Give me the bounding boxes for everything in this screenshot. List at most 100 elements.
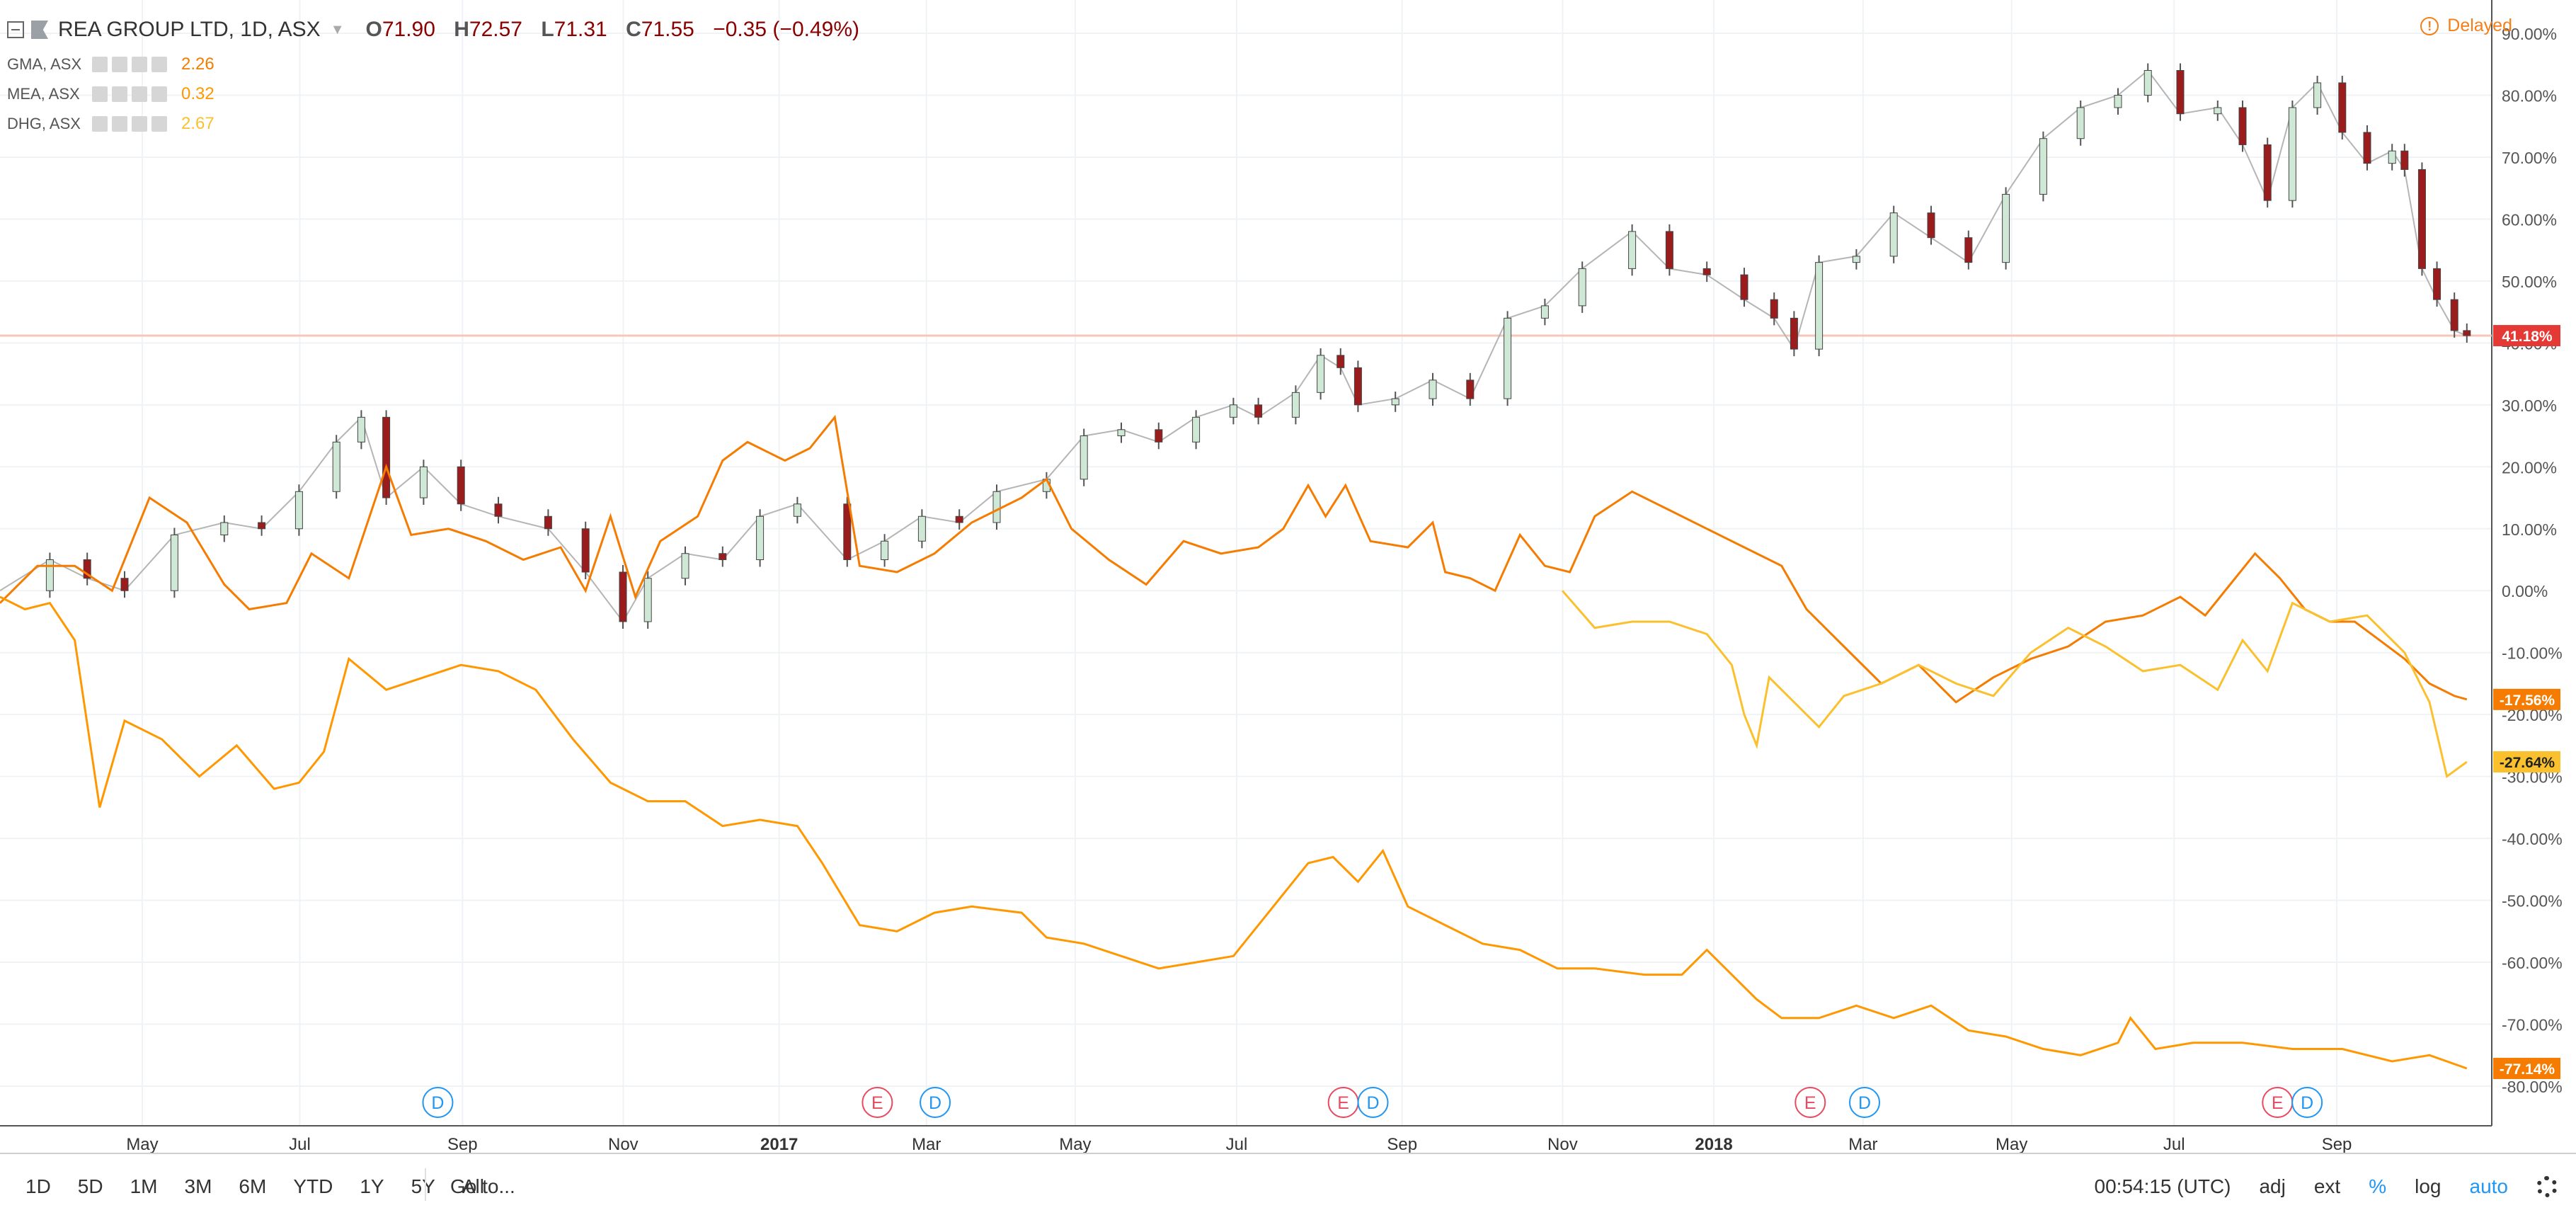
- candle-body[interactable]: [581, 528, 590, 573]
- candle-body[interactable]: [1889, 212, 1898, 257]
- comparison-name[interactable]: MEA, ASX: [7, 85, 80, 103]
- candle-body[interactable]: [619, 571, 627, 622]
- candle-body[interactable]: [1578, 268, 1586, 307]
- candle-body[interactable]: [357, 416, 365, 443]
- candle-body[interactable]: [1815, 262, 1824, 350]
- candle-body[interactable]: [1291, 392, 1300, 418]
- goto-button[interactable]: Go to...: [450, 1175, 515, 1197]
- settings-icon[interactable]: [112, 116, 127, 132]
- plus-icon[interactable]: [132, 116, 147, 132]
- candle-body[interactable]: [1155, 429, 1163, 443]
- candle-body[interactable]: [756, 515, 765, 560]
- period-1m-button[interactable]: 1M: [130, 1175, 158, 1197]
- candle-body[interactable]: [170, 535, 178, 591]
- candle-body[interactable]: [681, 553, 689, 579]
- series-line-mea[interactable]: [0, 595, 2468, 1070]
- candle-body[interactable]: [643, 578, 652, 622]
- visibility-icon[interactable]: [92, 116, 108, 132]
- dividend-event-marker[interactable]: [1357, 1087, 1389, 1118]
- candle-body[interactable]: [1540, 305, 1549, 319]
- dividend-event-marker[interactable]: [920, 1087, 951, 1118]
- candle-body[interactable]: [544, 515, 552, 530]
- price-chart[interactable]: 90.00%80.00%70.00%60.00%50.00%40.00%30.0…: [0, 0, 2576, 1153]
- candle-body[interactable]: [2214, 107, 2222, 115]
- delayed-badge[interactable]: ! Delayed: [2420, 16, 2512, 36]
- candle-body[interactable]: [881, 540, 889, 561]
- period-ytd-button[interactable]: YTD: [293, 1175, 333, 1197]
- percent-scale-toggle[interactable]: %: [2369, 1175, 2387, 1197]
- candle-body[interactable]: [2388, 150, 2396, 164]
- candle-body[interactable]: [917, 515, 926, 542]
- symbol-title[interactable]: REA GROUP LTD, 1D, ASX: [58, 18, 321, 41]
- clock-time[interactable]: 00:54:15 (UTC): [2094, 1175, 2231, 1197]
- candle-body[interactable]: [2143, 69, 2152, 96]
- candle-body[interactable]: [1790, 317, 1798, 350]
- close-icon[interactable]: [151, 116, 167, 132]
- collapse-legend-icon[interactable]: [7, 21, 24, 38]
- candle-body[interactable]: [2076, 107, 2085, 139]
- period-5d-button[interactable]: 5D: [77, 1175, 103, 1197]
- period-1y-button[interactable]: 1Y: [360, 1175, 384, 1197]
- adj-toggle[interactable]: adj: [2259, 1175, 2286, 1197]
- close-icon[interactable]: [151, 57, 167, 72]
- candle-body[interactable]: [793, 503, 801, 517]
- period-1d-button[interactable]: 1D: [25, 1175, 51, 1197]
- earnings-event-marker[interactable]: [1794, 1087, 1826, 1118]
- log-scale-toggle[interactable]: log: [2415, 1175, 2442, 1197]
- auto-scale-toggle[interactable]: auto: [2469, 1175, 2509, 1197]
- candle-body[interactable]: [843, 503, 852, 561]
- candle-body[interactable]: [1466, 380, 1475, 399]
- candle-body[interactable]: [1702, 268, 1711, 275]
- settings-icon[interactable]: [112, 86, 127, 102]
- period-5y-button[interactable]: 5Y: [411, 1175, 435, 1197]
- candle-body[interactable]: [45, 559, 54, 591]
- series-line-gma[interactable]: [0, 414, 2468, 704]
- candle-body[interactable]: [2002, 193, 2010, 263]
- candle-body[interactable]: [1927, 212, 1935, 239]
- candle-body[interactable]: [120, 578, 129, 591]
- plus-icon[interactable]: [132, 86, 147, 102]
- candle-body[interactable]: [2288, 107, 2296, 201]
- candle-body[interactable]: [1353, 367, 1362, 406]
- candle-body[interactable]: [1229, 404, 1237, 418]
- candle-body[interactable]: [2400, 150, 2409, 170]
- gear-icon[interactable]: [2536, 1176, 2558, 1197]
- candle-body[interactable]: [719, 553, 727, 560]
- settings-icon[interactable]: [112, 57, 127, 72]
- candle-body[interactable]: [220, 522, 229, 536]
- visibility-icon[interactable]: [92, 57, 108, 72]
- candle-body[interactable]: [332, 441, 340, 492]
- candle-body[interactable]: [494, 503, 503, 517]
- candle-body[interactable]: [382, 416, 391, 498]
- candle-body[interactable]: [1117, 429, 1126, 437]
- candle-body[interactable]: [258, 522, 266, 530]
- flag-icon[interactable]: [31, 21, 48, 39]
- price-series-line[interactable]: [0, 69, 2468, 623]
- candle-body[interactable]: [294, 491, 303, 530]
- candle-body[interactable]: [2463, 330, 2471, 336]
- dividend-event-marker[interactable]: [2291, 1087, 2323, 1118]
- candle-body[interactable]: [2338, 82, 2347, 133]
- candle-body[interactable]: [955, 515, 963, 523]
- candle-body[interactable]: [457, 466, 465, 505]
- candle-body[interactable]: [2039, 138, 2047, 195]
- plot-background[interactable]: [0, 0, 2492, 1126]
- period-6m-button[interactable]: 6M: [239, 1175, 267, 1197]
- candle-body[interactable]: [419, 466, 428, 498]
- candle-body[interactable]: [2363, 132, 2371, 164]
- period-3m-button[interactable]: 3M: [184, 1175, 212, 1197]
- candle-body[interactable]: [2176, 69, 2185, 115]
- caret-down-icon[interactable]: ▼: [330, 21, 345, 38]
- candle-body[interactable]: [2417, 169, 2426, 269]
- candle-body[interactable]: [1665, 231, 1673, 269]
- dividend-event-marker[interactable]: [1849, 1087, 1881, 1118]
- candle-body[interactable]: [1192, 416, 1201, 443]
- candle-body[interactable]: [83, 559, 91, 579]
- dividend-event-marker[interactable]: [422, 1087, 454, 1118]
- candle-body[interactable]: [2238, 107, 2247, 145]
- close-icon[interactable]: [151, 86, 167, 102]
- candle-body[interactable]: [1852, 256, 1860, 263]
- candle-body[interactable]: [2114, 94, 2122, 108]
- candle-body[interactable]: [1336, 355, 1345, 368]
